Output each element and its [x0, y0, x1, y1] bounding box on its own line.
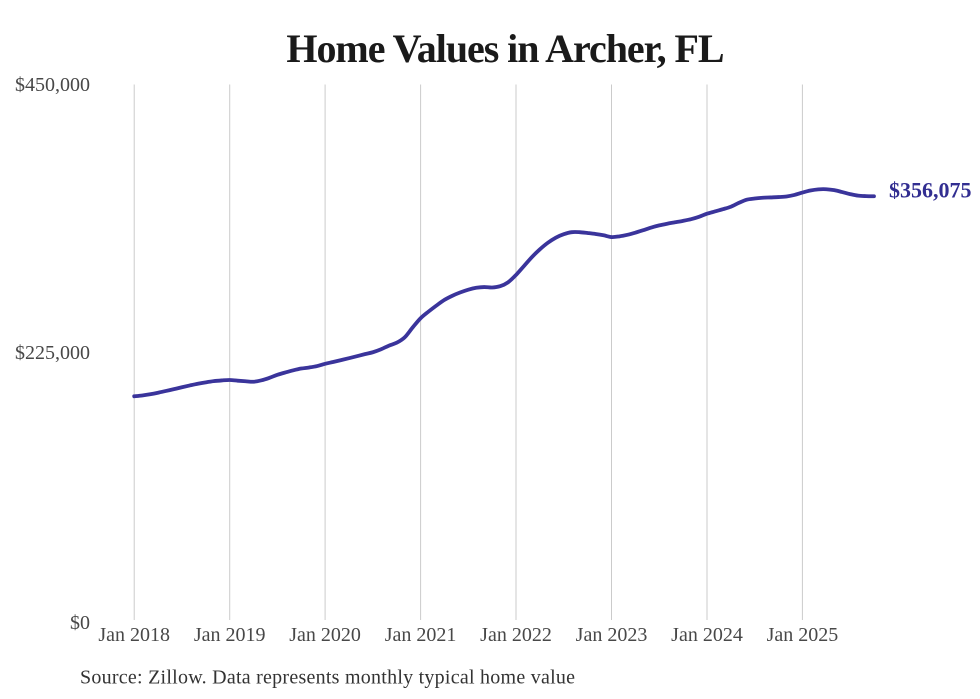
svg-text:Jan 2021: Jan 2021 — [385, 624, 457, 646]
svg-text:Jan 2019: Jan 2019 — [194, 624, 266, 646]
svg-text:Jan 2023: Jan 2023 — [576, 624, 648, 646]
svg-text:Jan 2024: Jan 2024 — [671, 624, 743, 646]
svg-text:Home Values in Archer, FL: Home Values in Archer, FL — [286, 26, 723, 71]
svg-text:$450,000: $450,000 — [15, 74, 90, 96]
svg-text:Jan 2020: Jan 2020 — [289, 624, 361, 646]
svg-text:$225,000: $225,000 — [15, 342, 90, 364]
svg-text:Jan 2022: Jan 2022 — [480, 624, 552, 646]
svg-text:$0: $0 — [70, 612, 90, 634]
svg-text:Source: Zillow. Data represent: Source: Zillow. Data represents monthly … — [80, 667, 575, 689]
svg-text:$356,075: $356,075 — [889, 177, 972, 202]
svg-text:Jan 2025: Jan 2025 — [767, 624, 839, 646]
svg-text:Jan 2018: Jan 2018 — [98, 624, 170, 646]
